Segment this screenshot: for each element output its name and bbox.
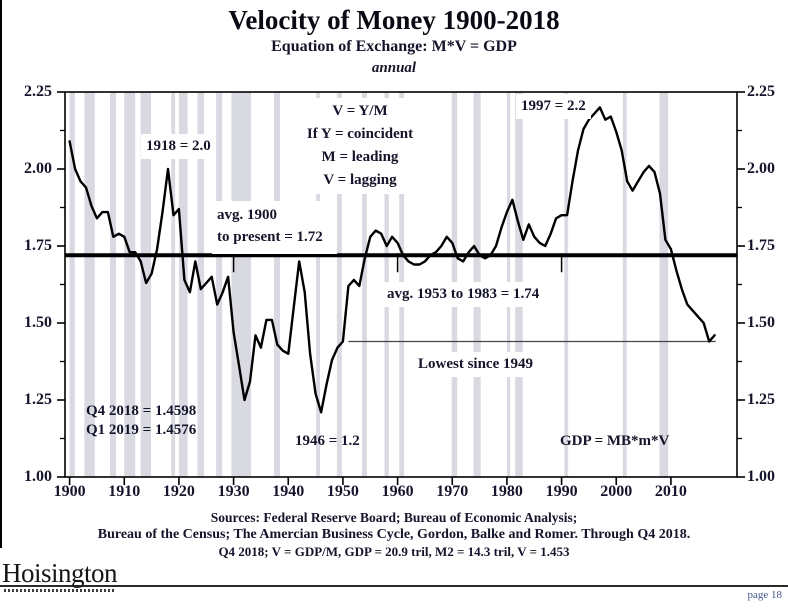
hoisington-logo: Hoisington (2, 558, 118, 588)
y-axis-label: 1.25 (747, 391, 775, 408)
annotation-text: to present = 1.72 (217, 229, 323, 245)
recession-bar (69, 92, 75, 477)
velocity-series-line (68, 106, 716, 414)
chart-subtitle: Equation of Exchange: M*V = GDP (271, 38, 517, 55)
page-title: Velocity of Money 1900-2018 (228, 5, 560, 35)
annotation-1946-trough: 1946 = 1.2 (290, 429, 365, 454)
x-axis-label: 1950 (326, 483, 359, 500)
x-axis-label: 2010 (654, 483, 687, 500)
recession-bar (622, 92, 627, 477)
recession-bar (178, 92, 188, 477)
page-edge-line (0, 0, 2, 548)
recession-bar (316, 92, 320, 477)
x-axis-label: 1920 (162, 483, 195, 500)
annotation-1918-peak: 1918 = 2.0 (141, 134, 216, 159)
y-axis-label: 2.00 (747, 160, 775, 177)
annotation-text: 1918 = 2.0 (146, 138, 211, 154)
logo-tagline-strip (4, 589, 114, 592)
y-axis-label: 1.75 (747, 237, 775, 254)
y-axis-label: 1.50 (24, 314, 52, 331)
annotation-text: GDP = MB*m*V (560, 433, 670, 449)
annotation-text: 1946 = 1.2 (295, 433, 360, 449)
annotation-text: M = leading (321, 149, 399, 165)
x-axis-label: 1990 (545, 483, 578, 500)
y-axis-label: 1.75 (24, 237, 52, 254)
x-axis-label: 1930 (217, 483, 250, 500)
annotation-variable-definitions: V = Y/M If Y = coincident M = leading V … (283, 98, 437, 194)
recession-bar (216, 92, 223, 477)
annotation-average-1953-1983: avg. 1953 to 1983 = 1.74 (382, 282, 545, 307)
annotation-text: Q4 2018 = 1.4598 (86, 403, 197, 419)
x-axis-label: 2000 (600, 483, 633, 500)
y-axis-label: 1.50 (747, 314, 775, 331)
recession-bar (110, 92, 117, 477)
annotation-text: V = Y/M (332, 103, 388, 119)
recession-bar (171, 92, 176, 477)
x-axis-label: 1960 (381, 483, 414, 500)
footer-source-line-1: Sources: Federal Reserve Board; Bureau o… (210, 510, 578, 525)
y-axis-label: 2.25 (24, 83, 52, 100)
annotation-text: avg. 1900 (217, 207, 277, 223)
x-axis-label: 1970 (436, 483, 469, 500)
y-axis-label: 1.25 (24, 391, 52, 408)
y-axis-label: 1.00 (747, 468, 775, 485)
annotation-gdp-formula: GDP = MB*m*V (555, 429, 674, 454)
recession-bar (140, 92, 152, 477)
footer-source-line-3: Q4 2018; V = GDP/M, GDP = 20.9 tril, M2 … (218, 544, 570, 559)
annotation-text: avg. 1953 to 1983 = 1.74 (387, 286, 540, 302)
x-axis-label: 1910 (108, 483, 141, 500)
recession-bar (362, 92, 367, 477)
footer-divider-line (0, 585, 788, 587)
recession-bar (231, 92, 252, 477)
y-axis-label: 2.25 (747, 83, 775, 100)
footer-source-line-2: Bureau of the Census; The Amercian Busin… (97, 527, 691, 542)
recession-bar (274, 92, 281, 477)
y-axis-label: 2.00 (24, 160, 52, 177)
page-number: page 18 (747, 589, 782, 601)
recession-bar (564, 92, 569, 477)
recession-bar (84, 92, 95, 477)
recession-bar (124, 92, 136, 477)
annotation-1997-peak: 1997 = 2.2 (516, 94, 591, 119)
annotation-text: 1997 = 2.2 (521, 98, 586, 114)
y-axis-label: 1.00 (24, 468, 52, 485)
recession-bar (659, 92, 669, 477)
frequency-label: annual (371, 60, 417, 76)
recession-bar (336, 92, 342, 477)
annotation-text: Lowest since 1949 (418, 356, 533, 372)
annotation-text: V = lagging (323, 172, 397, 188)
x-axis-label: 1900 (53, 483, 86, 500)
annotation-text: Q1 2019 = 1.4576 (86, 422, 197, 438)
annotation-text: If Y = coincident (306, 126, 414, 142)
annotation-latest-values: Q4 2018 = 1.4598 Q1 2019 = 1.4576 (81, 400, 201, 442)
x-axis-label: 1940 (272, 483, 305, 500)
annotation-average-1900-to-present: avg. 1900 to present = 1.72 (212, 201, 337, 254)
x-axis-label: 1980 (490, 483, 523, 500)
annotation-lowest-since-1949: Lowest since 1949 (413, 352, 538, 377)
